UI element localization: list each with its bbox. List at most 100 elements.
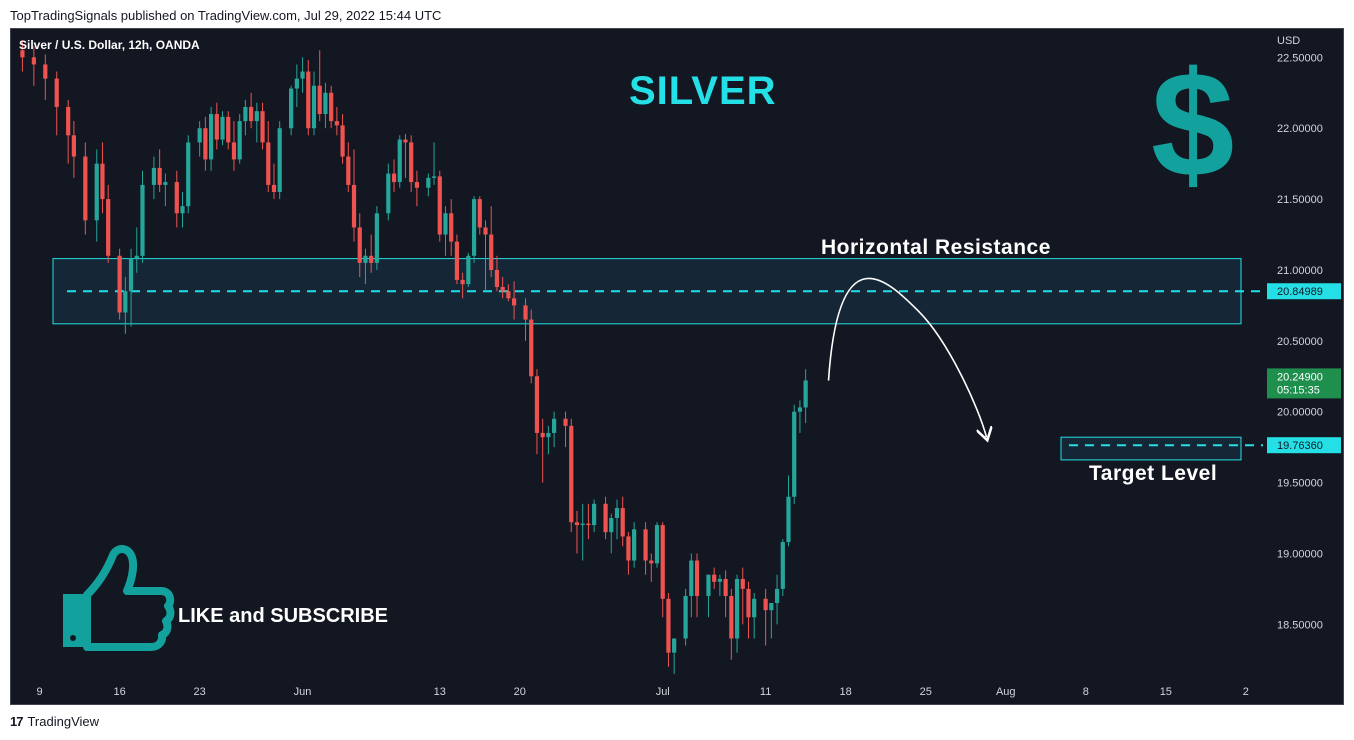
candle-body (740, 578, 745, 589)
candle-body (20, 50, 25, 58)
candle-body (483, 227, 488, 235)
last-price-tag (1267, 368, 1341, 399)
candle-body (397, 139, 402, 183)
candle-body (220, 116, 225, 140)
candle-body (403, 139, 408, 143)
y-tick-label: 19.50000 (1277, 478, 1323, 490)
resistance-price-tag (1267, 283, 1341, 300)
candle-body (186, 142, 191, 207)
candle-body (254, 111, 259, 122)
candle-body (94, 163, 99, 221)
candle-body (506, 291, 511, 299)
footer[interactable]: 17 TradingView (10, 714, 99, 729)
x-tick-label: 16 (113, 686, 125, 698)
candle-body (614, 508, 620, 518)
candle-body (123, 291, 128, 313)
candle-body (134, 255, 139, 259)
candle-body (643, 529, 648, 561)
target-label: Target Level (1089, 462, 1218, 485)
x-tick-label: 2 (1243, 686, 1249, 698)
y-tick-label: 20.50000 (1277, 336, 1323, 348)
candle-body (208, 114, 214, 160)
x-tick-label: Jun (294, 686, 312, 698)
x-tick-label: Jul (656, 686, 670, 698)
symbol-info: Silver / U.S. Dollar, 12h, OANDA (19, 38, 200, 52)
target-price-value: 19.76360 (1277, 440, 1323, 452)
candle-body (586, 523, 591, 526)
candle-body (797, 407, 803, 412)
candle-body (237, 121, 242, 160)
x-tick-label: 23 (194, 686, 206, 698)
candle-body (203, 128, 208, 160)
candle-body (529, 319, 534, 377)
overlays-layer (827, 277, 987, 437)
candle-body (494, 269, 500, 287)
candle-body (734, 578, 740, 639)
candle-body (300, 71, 305, 79)
candle-body (66, 106, 71, 136)
axis-currency: USD (1277, 35, 1300, 47)
candle-body (603, 503, 608, 533)
candle-body (271, 184, 277, 192)
x-tick-label: 8 (1083, 686, 1089, 698)
candle-body (31, 57, 36, 65)
candle-body (317, 85, 322, 115)
candle-body (712, 574, 717, 582)
candle-body (83, 156, 88, 221)
candle-body (437, 176, 442, 235)
candle-body (666, 598, 671, 653)
candle-body (431, 176, 437, 178)
candle-body (260, 111, 265, 143)
candle-body (243, 106, 248, 122)
candle-body (780, 542, 785, 589)
zones-layer (52, 258, 1263, 461)
candle-body (266, 142, 271, 185)
candle-body (443, 213, 448, 235)
candles-layer (20, 40, 808, 674)
candle-body (369, 255, 374, 263)
x-tick-label: 11 (760, 686, 771, 698)
y-tick-label: 21.00000 (1277, 265, 1323, 277)
candle-body (717, 578, 722, 582)
chart-title-silver: SILVER (629, 69, 777, 113)
candle-body (231, 142, 237, 160)
chart-area[interactable]: USD 22.50000 22.00000 21.50000 21.00000 20.50… (10, 28, 1344, 705)
candle-body (449, 213, 454, 242)
y-tick-label: 19.00000 (1277, 548, 1323, 560)
candle-body (489, 234, 494, 270)
candle-body (752, 598, 757, 618)
candle-body (592, 503, 597, 526)
candle-body (157, 167, 162, 185)
candle-body (534, 376, 540, 433)
candle-body (654, 525, 660, 564)
candle-body (649, 560, 654, 564)
resistance-price-value: 20.84989 (1277, 286, 1323, 298)
candle-body (454, 241, 460, 280)
candle-body (43, 64, 48, 79)
candle-body (769, 603, 774, 611)
publish-info: TopTradingSignals published on TradingVi… (10, 8, 442, 23)
candle-body (792, 411, 797, 497)
candle-body (294, 78, 299, 89)
y-tick-label: 20.00000 (1277, 407, 1323, 419)
price-axis: USD 22.50000 22.00000 21.50000 21.00000 20.50… (1267, 35, 1341, 631)
candle-body (311, 85, 317, 129)
x-tick-label: 18 (840, 686, 852, 698)
candle-body (632, 529, 637, 561)
candle-body (140, 184, 145, 256)
tradingview-logo-icon: 17 (10, 714, 24, 729)
candle-body (774, 588, 780, 604)
candle-body (71, 135, 76, 157)
candle-body (523, 305, 528, 320)
candle-body (803, 380, 808, 408)
candlestick-chart[interactable]: USD 22.50000 22.00000 21.50000 21.00000 20.50… (11, 29, 1344, 705)
candle-body (357, 227, 362, 263)
candle-body (552, 418, 557, 433)
x-tick-label: 9 (37, 686, 43, 698)
dollar-icon: $ (1151, 40, 1235, 208)
candle-body (391, 173, 397, 183)
candle-body (706, 574, 711, 596)
candle-body (672, 638, 677, 653)
time-axis: 9 16 23 Jun 13 20 Jul 11 18 25 Aug 8 15 2 (37, 686, 1249, 698)
x-tick-label: Aug (996, 686, 1016, 698)
